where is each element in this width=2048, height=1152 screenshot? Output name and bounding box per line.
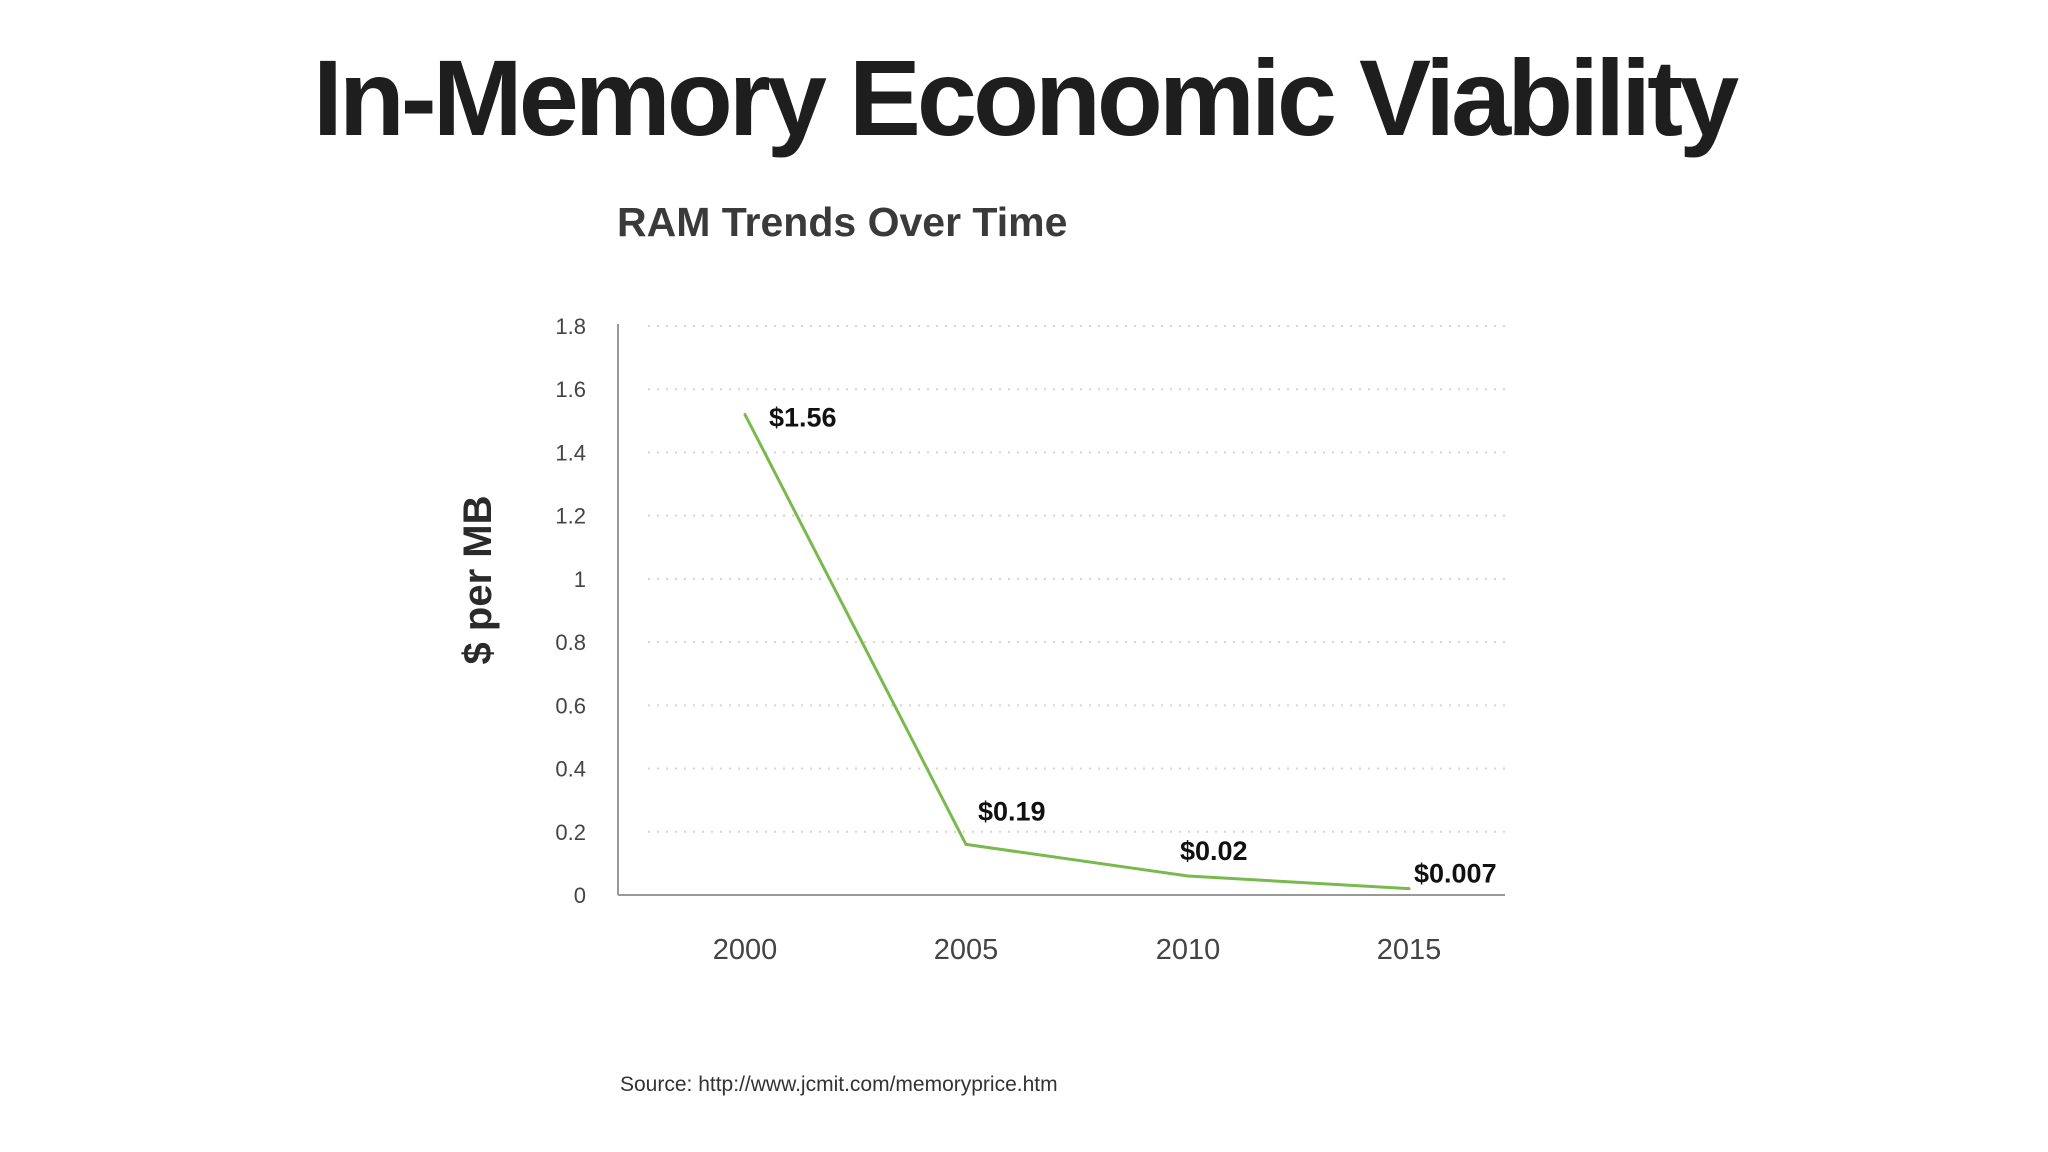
data-point	[743, 413, 747, 417]
series-line	[743, 413, 1410, 891]
data-label: $1.56	[769, 403, 837, 433]
x-tick-label: 2015	[1377, 934, 1442, 966]
y-tick-label: 0.4	[555, 757, 586, 782]
y-tick-label: 1.6	[555, 377, 586, 402]
slide-title: In-Memory Economic Viability	[312, 37, 1739, 158]
y-tick-label: 1.8	[555, 314, 586, 339]
data-label: $0.19	[978, 796, 1046, 826]
y-tick-label: 1.4	[555, 440, 586, 465]
source-note: Source: http://www.jcmit.com/memoryprice…	[620, 1073, 1058, 1096]
y-tick-label: 0	[574, 883, 586, 908]
data-labels: $1.56 $0.19 $0.02 $0.007	[769, 403, 1497, 889]
y-tick-label: 1	[574, 567, 586, 592]
x-tick-label: 2000	[713, 934, 778, 966]
data-label: $0.02	[1180, 836, 1248, 866]
x-axis-ticks: 2000 2005 2010 2015	[713, 934, 1442, 966]
y-tick-label: 0.6	[555, 693, 586, 718]
y-tick-label: 1.2	[555, 504, 586, 529]
y-axis-ticks: 0 0.2 0.4 0.6 0.8 1 1.2 1.4 1.6 1.8	[555, 314, 586, 908]
x-tick-label: 2005	[934, 934, 999, 966]
y-tick-label: 0.8	[555, 630, 586, 655]
data-point	[1407, 887, 1411, 891]
series-layer	[743, 413, 1411, 891]
x-tick-label: 2010	[1156, 934, 1221, 966]
y-tick-label: 0.2	[555, 820, 586, 845]
y-axis-label: $ per MB	[456, 496, 500, 665]
data-label: $0.007	[1414, 859, 1497, 889]
data-point	[964, 842, 968, 846]
data-point	[1186, 874, 1190, 878]
chart-title: RAM Trends Over Time	[617, 199, 1067, 245]
